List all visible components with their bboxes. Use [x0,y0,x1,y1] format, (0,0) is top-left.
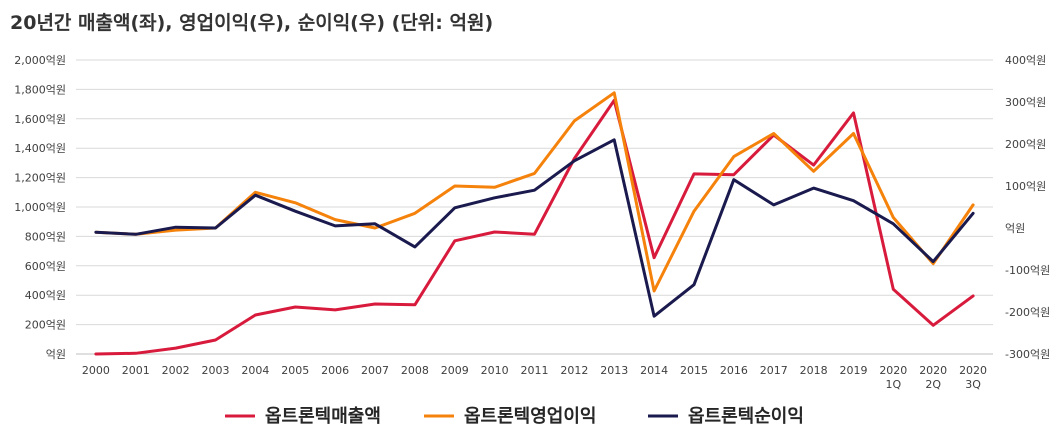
y-right-tick-label: 억원 [1005,222,1025,235]
y-left-tick-label: 1,200억원 [14,172,66,185]
x-tick-label: 2018 [800,364,828,377]
y-right-tick-label: 100억원 [1005,180,1046,193]
y-left-tick-label: 400억원 [25,289,66,302]
chart-title: 20년간 매출액(좌), 영업이익(우), 순이익(우) (단위: 억원) [10,12,494,34]
y-left-tick-label: 억원 [46,348,66,361]
y-left-tick-label: 800억원 [25,230,66,243]
axis-layer: 억원 200억원 400억원 600억원 800억원 1,000억원 1,200억원 1,40… [14,54,1050,391]
x-tick-label: 2020 1Q [879,364,907,391]
legend-label: 옵트론텍영업이익 [464,406,596,427]
x-tick-label: 2009 [441,364,469,377]
y-left-tick-label: 600억원 [25,260,66,273]
x-tick-label: 2011 [521,364,549,377]
x-tick-label: 2020 2Q [919,364,947,391]
x-tick-label: 2004 [241,364,269,377]
y-left-tick-label: 1,600억원 [14,113,66,126]
x-tick-label: 2020 3Q [959,364,987,391]
x-tick-label: 2010 [481,364,509,377]
y-right-tick-label: 400억원 [1005,54,1046,67]
y-right-tick-label: -300억원 [1005,348,1050,361]
y-right-tick-label: 300억원 [1005,96,1046,109]
x-tick-label: 2003 [202,364,230,377]
x-tick-label: 2002 [162,364,190,377]
y-left-tick-label: 2,000억원 [14,54,66,67]
y-left-tick-label: 200억원 [25,319,66,332]
x-tick-label: 2019 [839,364,867,377]
series-line [94,91,975,293]
y-left-tick-label: 1,400억원 [14,142,66,155]
x-tick-label: 2005 [281,364,309,377]
y-right-tick-label: -100억원 [1005,264,1050,277]
x-tick-label: 2013 [600,364,628,377]
x-tick-label: 2007 [361,364,389,377]
x-tick-label: 2006 [321,364,349,377]
legend-label: 옵트론텍매출액 [265,406,381,427]
x-tick-label: 2015 [680,364,708,377]
legend-label: 옵트론텍순이익 [688,406,804,427]
y-left-tick-label: 1,800억원 [14,83,66,96]
y-left-tick-label: 1,000억원 [14,201,66,214]
x-tick-label: 2016 [720,364,748,377]
y-right-tick-label: -200억원 [1005,306,1050,319]
series-line [94,138,975,318]
x-tick-label: 2000 [82,364,110,377]
x-tick-label: 2008 [401,364,429,377]
y-right-tick-label: 200억원 [1005,138,1046,151]
grid-layer [76,59,993,326]
series-layer [94,91,975,356]
x-tick-label: 2001 [122,364,150,377]
x-tick-label: 2012 [560,364,588,377]
legend-item: 옵트론텍순이익 [648,406,804,427]
legend: 옵트론텍매출액 옵트론텍영업이익 옵트론텍순이익 [225,406,804,427]
legend-item: 옵트론텍영업이익 [424,406,596,427]
x-tick-label: 2017 [760,364,788,377]
series-line [94,98,975,356]
x-tick-label: 2014 [640,364,668,377]
legend-item: 옵트론텍매출액 [225,406,381,427]
